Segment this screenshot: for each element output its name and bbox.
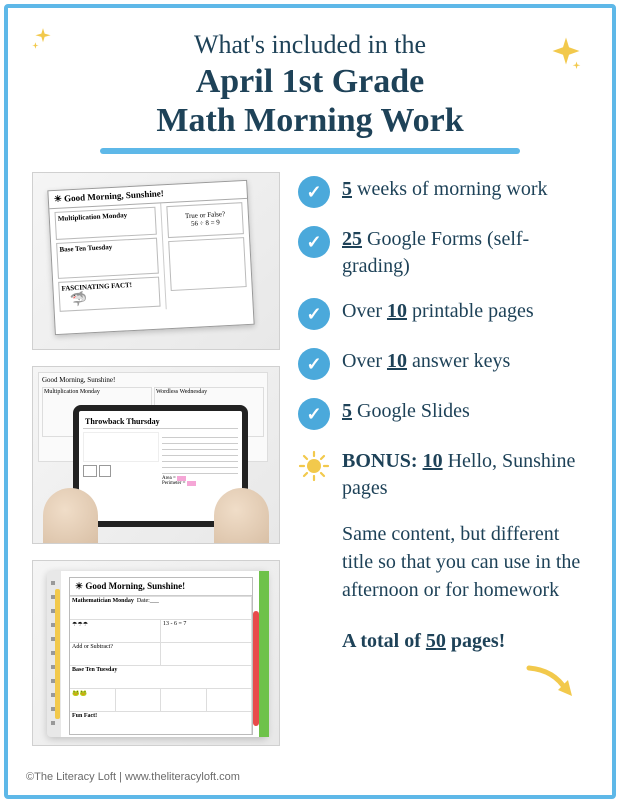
header: What's included in the April 1st Grade M… <box>8 8 612 154</box>
feature-text: 25 Google Forms (self-grading) <box>342 226 588 280</box>
total-line: A total of 50 pages! <box>298 630 588 653</box>
sparkle-icon <box>548 36 584 80</box>
image-column: ☀ Good Morning, Sunshine! Multiplication… <box>32 172 280 746</box>
sun-icon <box>298 450 330 482</box>
header-title: April 1st Grade Math Morning Work <box>8 62 612 140</box>
content-area: ☀ Good Morning, Sunshine! Multiplication… <box>8 154 612 746</box>
check-icon: ✓ <box>298 398 330 430</box>
sparkle-icon <box>30 26 56 58</box>
feature-text: 5 weeks of morning work <box>342 176 548 203</box>
check-icon: ✓ <box>298 298 330 330</box>
feature-text: Over 10 answer keys <box>342 348 510 375</box>
check-icon: ✓ <box>298 348 330 380</box>
feature-item: ✓ Over 10 answer keys <box>298 348 588 380</box>
preview-image-2: Good Morning, Sunshine! Multiplication M… <box>32 366 280 544</box>
feature-item: ✓ Over 10 printable pages <box>298 298 588 330</box>
check-icon: ✓ <box>298 226 330 258</box>
preview-image-3: ☀ Good Morning, Sunshine! Mathematician … <box>32 560 280 746</box>
feature-item: ✓ 5 Google Slides <box>298 398 588 430</box>
arrow-icon <box>524 660 584 715</box>
preview-image-1: ☀ Good Morning, Sunshine! Multiplication… <box>32 172 280 350</box>
bonus-text: BONUS: 10 Hello, Sunshine pages <box>342 448 588 502</box>
feature-item: ✓ 5 weeks of morning work <box>298 176 588 208</box>
card-border: What's included in the April 1st Grade M… <box>4 4 616 799</box>
header-subtitle: What's included in the <box>8 30 612 60</box>
feature-text: 5 Google Slides <box>342 398 470 425</box>
feature-item: ✓ 25 Google Forms (self-grading) <box>298 226 588 280</box>
footer-credit: ©The Literacy Loft | www.theliteracyloft… <box>26 771 240 783</box>
check-icon: ✓ <box>298 176 330 208</box>
feature-text: Over 10 printable pages <box>342 298 534 325</box>
bonus-item: BONUS: 10 Hello, Sunshine pages <box>298 448 588 502</box>
note-text: Same content, but different title so tha… <box>298 520 588 604</box>
